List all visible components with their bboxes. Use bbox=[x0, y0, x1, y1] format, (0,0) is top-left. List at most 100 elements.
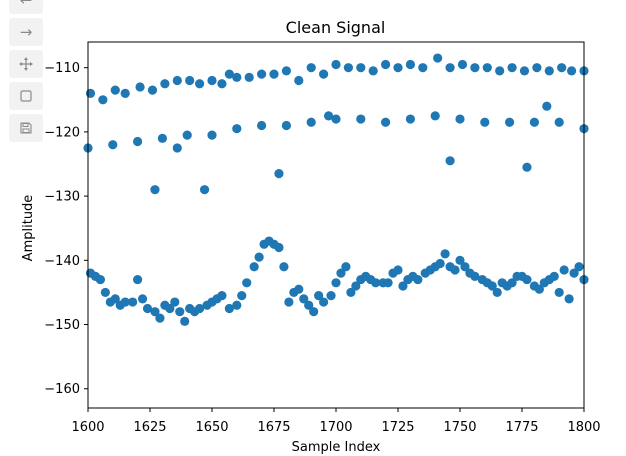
data-point bbox=[487, 281, 497, 291]
data-point bbox=[319, 69, 329, 79]
data-point bbox=[480, 117, 490, 127]
data-point bbox=[371, 278, 381, 288]
data-point bbox=[522, 274, 532, 285]
data-point bbox=[110, 294, 120, 304]
data-point bbox=[368, 66, 378, 76]
data-point bbox=[294, 75, 304, 86]
data-point bbox=[522, 162, 532, 172]
data-point bbox=[133, 136, 143, 147]
data-point bbox=[281, 66, 291, 76]
data-point bbox=[356, 114, 366, 124]
data-point bbox=[331, 278, 341, 288]
data-point bbox=[199, 185, 210, 195]
data-point bbox=[157, 133, 167, 143]
data-point bbox=[413, 274, 423, 285]
y-tick-label: −150 bbox=[44, 318, 80, 333]
data-point bbox=[195, 79, 205, 89]
data-point bbox=[274, 242, 284, 253]
data-point bbox=[542, 101, 552, 111]
data-point bbox=[299, 294, 309, 304]
data-point bbox=[405, 59, 415, 70]
data-point bbox=[142, 303, 153, 314]
data-point bbox=[319, 297, 329, 307]
data-point bbox=[279, 262, 289, 272]
data-point bbox=[284, 297, 294, 307]
data-point bbox=[393, 63, 403, 73]
navigation-toolbar: ← → bbox=[9, 0, 43, 142]
data-point bbox=[455, 255, 465, 265]
data-point bbox=[450, 265, 460, 275]
data-point bbox=[470, 63, 480, 73]
data-point bbox=[433, 53, 443, 63]
zoom-rect-icon bbox=[20, 90, 32, 102]
data-point bbox=[356, 63, 366, 73]
data-point bbox=[150, 185, 160, 195]
data-point bbox=[120, 88, 130, 98]
x-tick-label: 1700 bbox=[319, 420, 352, 435]
data-point bbox=[217, 291, 227, 301]
save-icon bbox=[20, 122, 32, 134]
x-tick-label: 1675 bbox=[257, 420, 290, 435]
data-point bbox=[331, 114, 341, 124]
data-point bbox=[224, 303, 234, 314]
data-point bbox=[343, 63, 353, 73]
data-point bbox=[492, 287, 502, 298]
data-point bbox=[244, 72, 254, 82]
x-axis-label: Sample Index bbox=[292, 440, 381, 455]
data-point bbox=[232, 72, 242, 82]
data-point bbox=[495, 66, 505, 76]
x-tick-label: 1625 bbox=[133, 420, 166, 435]
data-point bbox=[457, 59, 468, 70]
x-tick-label: 1725 bbox=[381, 420, 414, 435]
pan-button[interactable] bbox=[9, 50, 43, 78]
data-point bbox=[274, 169, 284, 179]
data-point bbox=[507, 63, 517, 73]
data-point bbox=[294, 284, 304, 294]
data-point bbox=[232, 300, 242, 310]
data-point bbox=[224, 69, 234, 79]
data-point bbox=[242, 278, 252, 288]
data-point bbox=[95, 274, 105, 285]
x-axis: 1600 1625 1650 1675 1700 1725 1750 1775 1800 bbox=[71, 408, 601, 435]
data-point bbox=[341, 262, 351, 272]
data-point bbox=[120, 297, 130, 307]
pan-icon bbox=[19, 57, 33, 71]
y-tick-label: −110 bbox=[44, 61, 80, 76]
data-point bbox=[172, 143, 182, 153]
x-tick-label: 1600 bbox=[71, 420, 104, 435]
data-point bbox=[405, 114, 415, 124]
data-point bbox=[346, 287, 356, 298]
data-point bbox=[249, 262, 259, 272]
save-button[interactable] bbox=[9, 114, 43, 142]
data-point bbox=[309, 307, 319, 317]
data-point bbox=[85, 88, 96, 98]
back-button[interactable]: ← bbox=[9, 0, 43, 14]
data-point bbox=[445, 63, 455, 73]
data-point bbox=[185, 75, 195, 86]
data-point bbox=[314, 291, 324, 301]
data-point bbox=[150, 307, 160, 317]
data-point bbox=[182, 130, 192, 140]
data-point bbox=[207, 75, 217, 86]
data-point bbox=[175, 307, 185, 317]
data-point bbox=[529, 117, 540, 127]
data-point bbox=[564, 294, 574, 304]
data-point bbox=[381, 117, 391, 127]
forward-button[interactable]: → bbox=[9, 18, 43, 46]
data-point bbox=[306, 117, 316, 127]
data-points bbox=[83, 53, 589, 326]
back-arrow-icon: ← bbox=[20, 0, 33, 8]
x-tick-label: 1650 bbox=[195, 420, 228, 435]
data-point bbox=[482, 63, 492, 73]
data-point bbox=[304, 300, 314, 310]
data-point bbox=[133, 274, 143, 285]
plot-frame bbox=[87, 41, 585, 409]
data-point bbox=[195, 303, 205, 314]
data-point bbox=[559, 265, 569, 275]
data-point bbox=[155, 313, 165, 323]
y-axis: −160 −150 −140 −130 −120 −110 bbox=[44, 61, 88, 397]
zoom-button[interactable] bbox=[9, 82, 43, 110]
data-point bbox=[430, 111, 440, 121]
data-point bbox=[519, 66, 530, 76]
data-point bbox=[110, 85, 120, 95]
